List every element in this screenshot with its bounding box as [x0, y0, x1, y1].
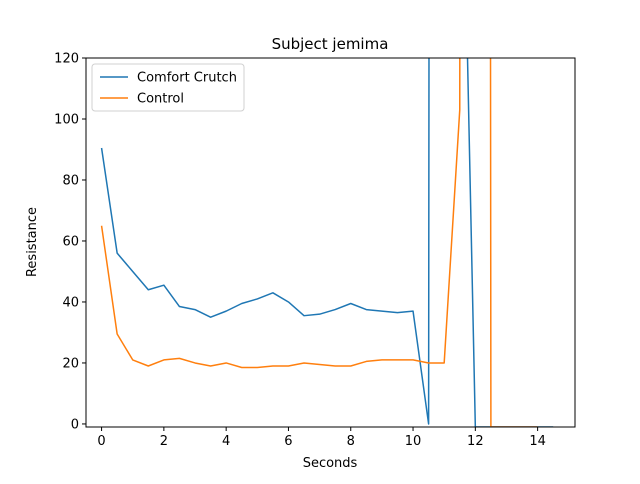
- legend-label: Control: [137, 92, 184, 107]
- y-tick-label: 100: [54, 112, 79, 127]
- plot-area: [100, 58, 554, 427]
- x-tick-label: 2: [160, 434, 168, 449]
- y-tick-label: 80: [62, 173, 79, 188]
- y-tick-label: 20: [62, 356, 79, 371]
- x-tick-label: 12: [467, 434, 484, 449]
- legend-box: [91, 63, 245, 112]
- x-axis-label: Seconds: [303, 456, 358, 471]
- legend-label: Comfort Crutch: [137, 71, 237, 86]
- x-tick-label: 14: [529, 434, 546, 449]
- y-tick-label: 120: [54, 52, 79, 67]
- data-line: [100, 58, 538, 427]
- y-axis-label: Resistance: [25, 207, 40, 277]
- y-tick-label: 40: [62, 295, 79, 310]
- x-tick-label: 4: [222, 434, 230, 449]
- x-tick-label: 0: [97, 434, 105, 449]
- chart-title: Subject jemima: [272, 35, 389, 53]
- data-line: [100, 58, 554, 427]
- axes-frame: [85, 57, 576, 428]
- y-tick-label: 60: [62, 234, 79, 249]
- x-tick-label: 8: [347, 434, 355, 449]
- y-tick-label: 0: [71, 417, 79, 432]
- x-tick-label: 6: [284, 434, 292, 449]
- x-tick-label: 10: [405, 434, 422, 449]
